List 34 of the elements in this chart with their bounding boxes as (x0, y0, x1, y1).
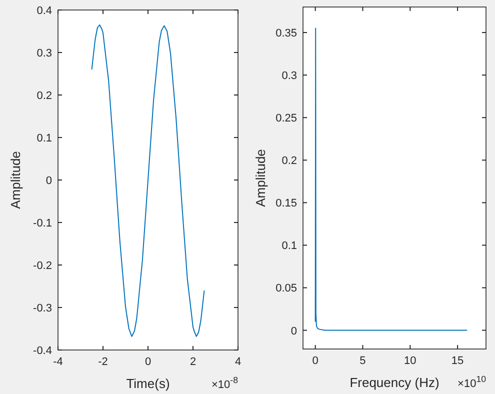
x-tick-label: 0 (144, 356, 152, 368)
y-tick-label: 0.1 (36, 132, 52, 144)
y-tick-label: 0.05 (276, 282, 297, 295)
y-tick-label: 0.25 (276, 112, 297, 125)
x-tick-label: -4 (53, 356, 63, 368)
x-tick-label: 4 (234, 356, 242, 368)
x-tick-label: 2 (190, 356, 196, 368)
x-tick-label: 10 (404, 355, 416, 367)
x-axis-title: Frequency (Hz) (350, 375, 440, 390)
y-tick-label: -0.3 (33, 302, 52, 314)
y-tick-label: 0.2 (282, 155, 297, 168)
y-axis-title: Amplitude (8, 151, 23, 209)
y-tick-label: -0.2 (33, 260, 52, 272)
y-tick-label: -0.4 (33, 345, 52, 357)
x-tick-label: 5 (360, 355, 366, 367)
y-tick-label: 0.4 (36, 5, 52, 17)
y-tick-label: 0.1 (282, 240, 297, 252)
y-axis-title: Amplitude (253, 149, 268, 207)
line-series (91, 24, 205, 337)
y-tick-label: -0.1 (33, 218, 52, 230)
y-tick-label: 0.3 (36, 48, 52, 60)
y-tick-label: 0.35 (276, 28, 297, 40)
y-tick-label: 0 (46, 175, 52, 187)
x-axis-title: Time(s) (126, 376, 170, 391)
y-tick-label: 0.15 (276, 198, 297, 210)
text: ×10$^{-8}$ (212, 375, 238, 391)
x-tick-label: -2 (98, 356, 108, 368)
line-series (314, 28, 468, 331)
x-tick-label: 15 (451, 355, 464, 367)
x-tick-label: 0 (312, 355, 318, 367)
y-tick-label: 0.3 (282, 70, 297, 82)
y-tick-label: 0.2 (36, 90, 52, 102)
text: ×10$^{10}$ (458, 374, 486, 390)
y-tick-label: 0 (290, 325, 297, 338)
